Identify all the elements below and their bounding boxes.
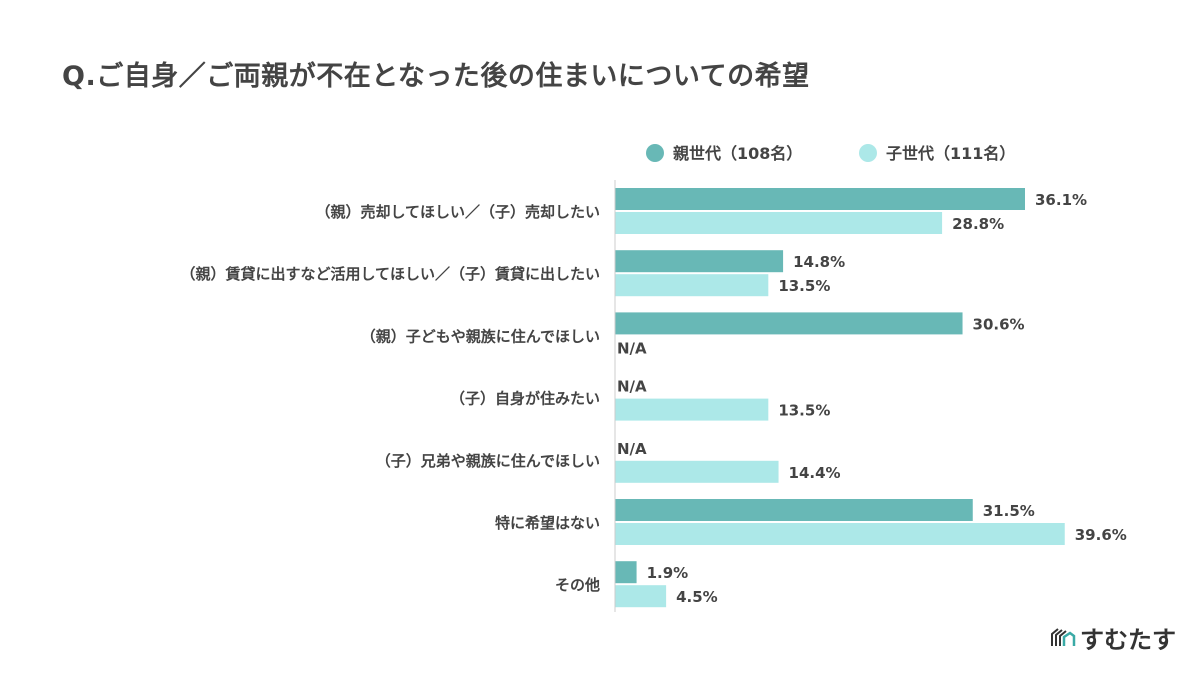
house-logo-icon: [1051, 627, 1076, 646]
bar: [615, 212, 943, 234]
bar: [615, 250, 784, 273]
data-label: 13.5%: [778, 277, 830, 295]
bar: [615, 585, 667, 608]
bar: [615, 523, 1065, 545]
bar: [615, 274, 769, 297]
category-label: （子）自身が住みたい: [450, 390, 600, 408]
bar: [615, 188, 1025, 210]
category-label: （親）賃貸に出すなど活用してほしい／（子）賃貸に出したい: [180, 265, 600, 283]
legend-marker: [646, 144, 664, 162]
data-label: 39.6%: [1075, 526, 1127, 544]
data-label: 13.5%: [778, 402, 830, 420]
brand-logo: すむたす: [1050, 620, 1176, 655]
data-label: 31.5%: [983, 502, 1035, 520]
bar: [615, 561, 637, 584]
data-label: 36.1%: [1035, 191, 1087, 209]
category-label: （親）売却してほしい／（子）売却したい: [315, 203, 600, 221]
data-label: 1.9%: [647, 564, 689, 582]
data-label: 14.8%: [793, 253, 845, 271]
legend-marker: [859, 144, 877, 162]
bar: [615, 499, 973, 521]
bar: [615, 460, 779, 483]
chart-title: Q.ご自身／ご両親が不在となった後の住まいについての希望: [62, 61, 810, 92]
bar: [615, 398, 769, 421]
data-label: 4.5%: [676, 588, 718, 606]
category-label: 特に希望はない: [495, 514, 600, 532]
missing-label: N/A: [617, 378, 647, 396]
legend-label: 親世代（108名）: [673, 144, 802, 163]
category-label: その他: [555, 576, 600, 594]
logo-text: すむたす: [1080, 626, 1176, 654]
legend-label: 子世代（111名）: [886, 144, 1015, 163]
bar: [615, 312, 963, 335]
data-label: 30.6%: [973, 315, 1025, 333]
category-label: （子）兄弟や親族に住んでほしい: [376, 452, 600, 470]
missing-label: N/A: [617, 440, 647, 458]
data-label: 14.4%: [789, 464, 841, 482]
data-label: 28.8%: [952, 215, 1004, 233]
missing-label: N/A: [617, 339, 647, 357]
category-label: （親）子どもや親族に住んでほしい: [361, 327, 600, 345]
